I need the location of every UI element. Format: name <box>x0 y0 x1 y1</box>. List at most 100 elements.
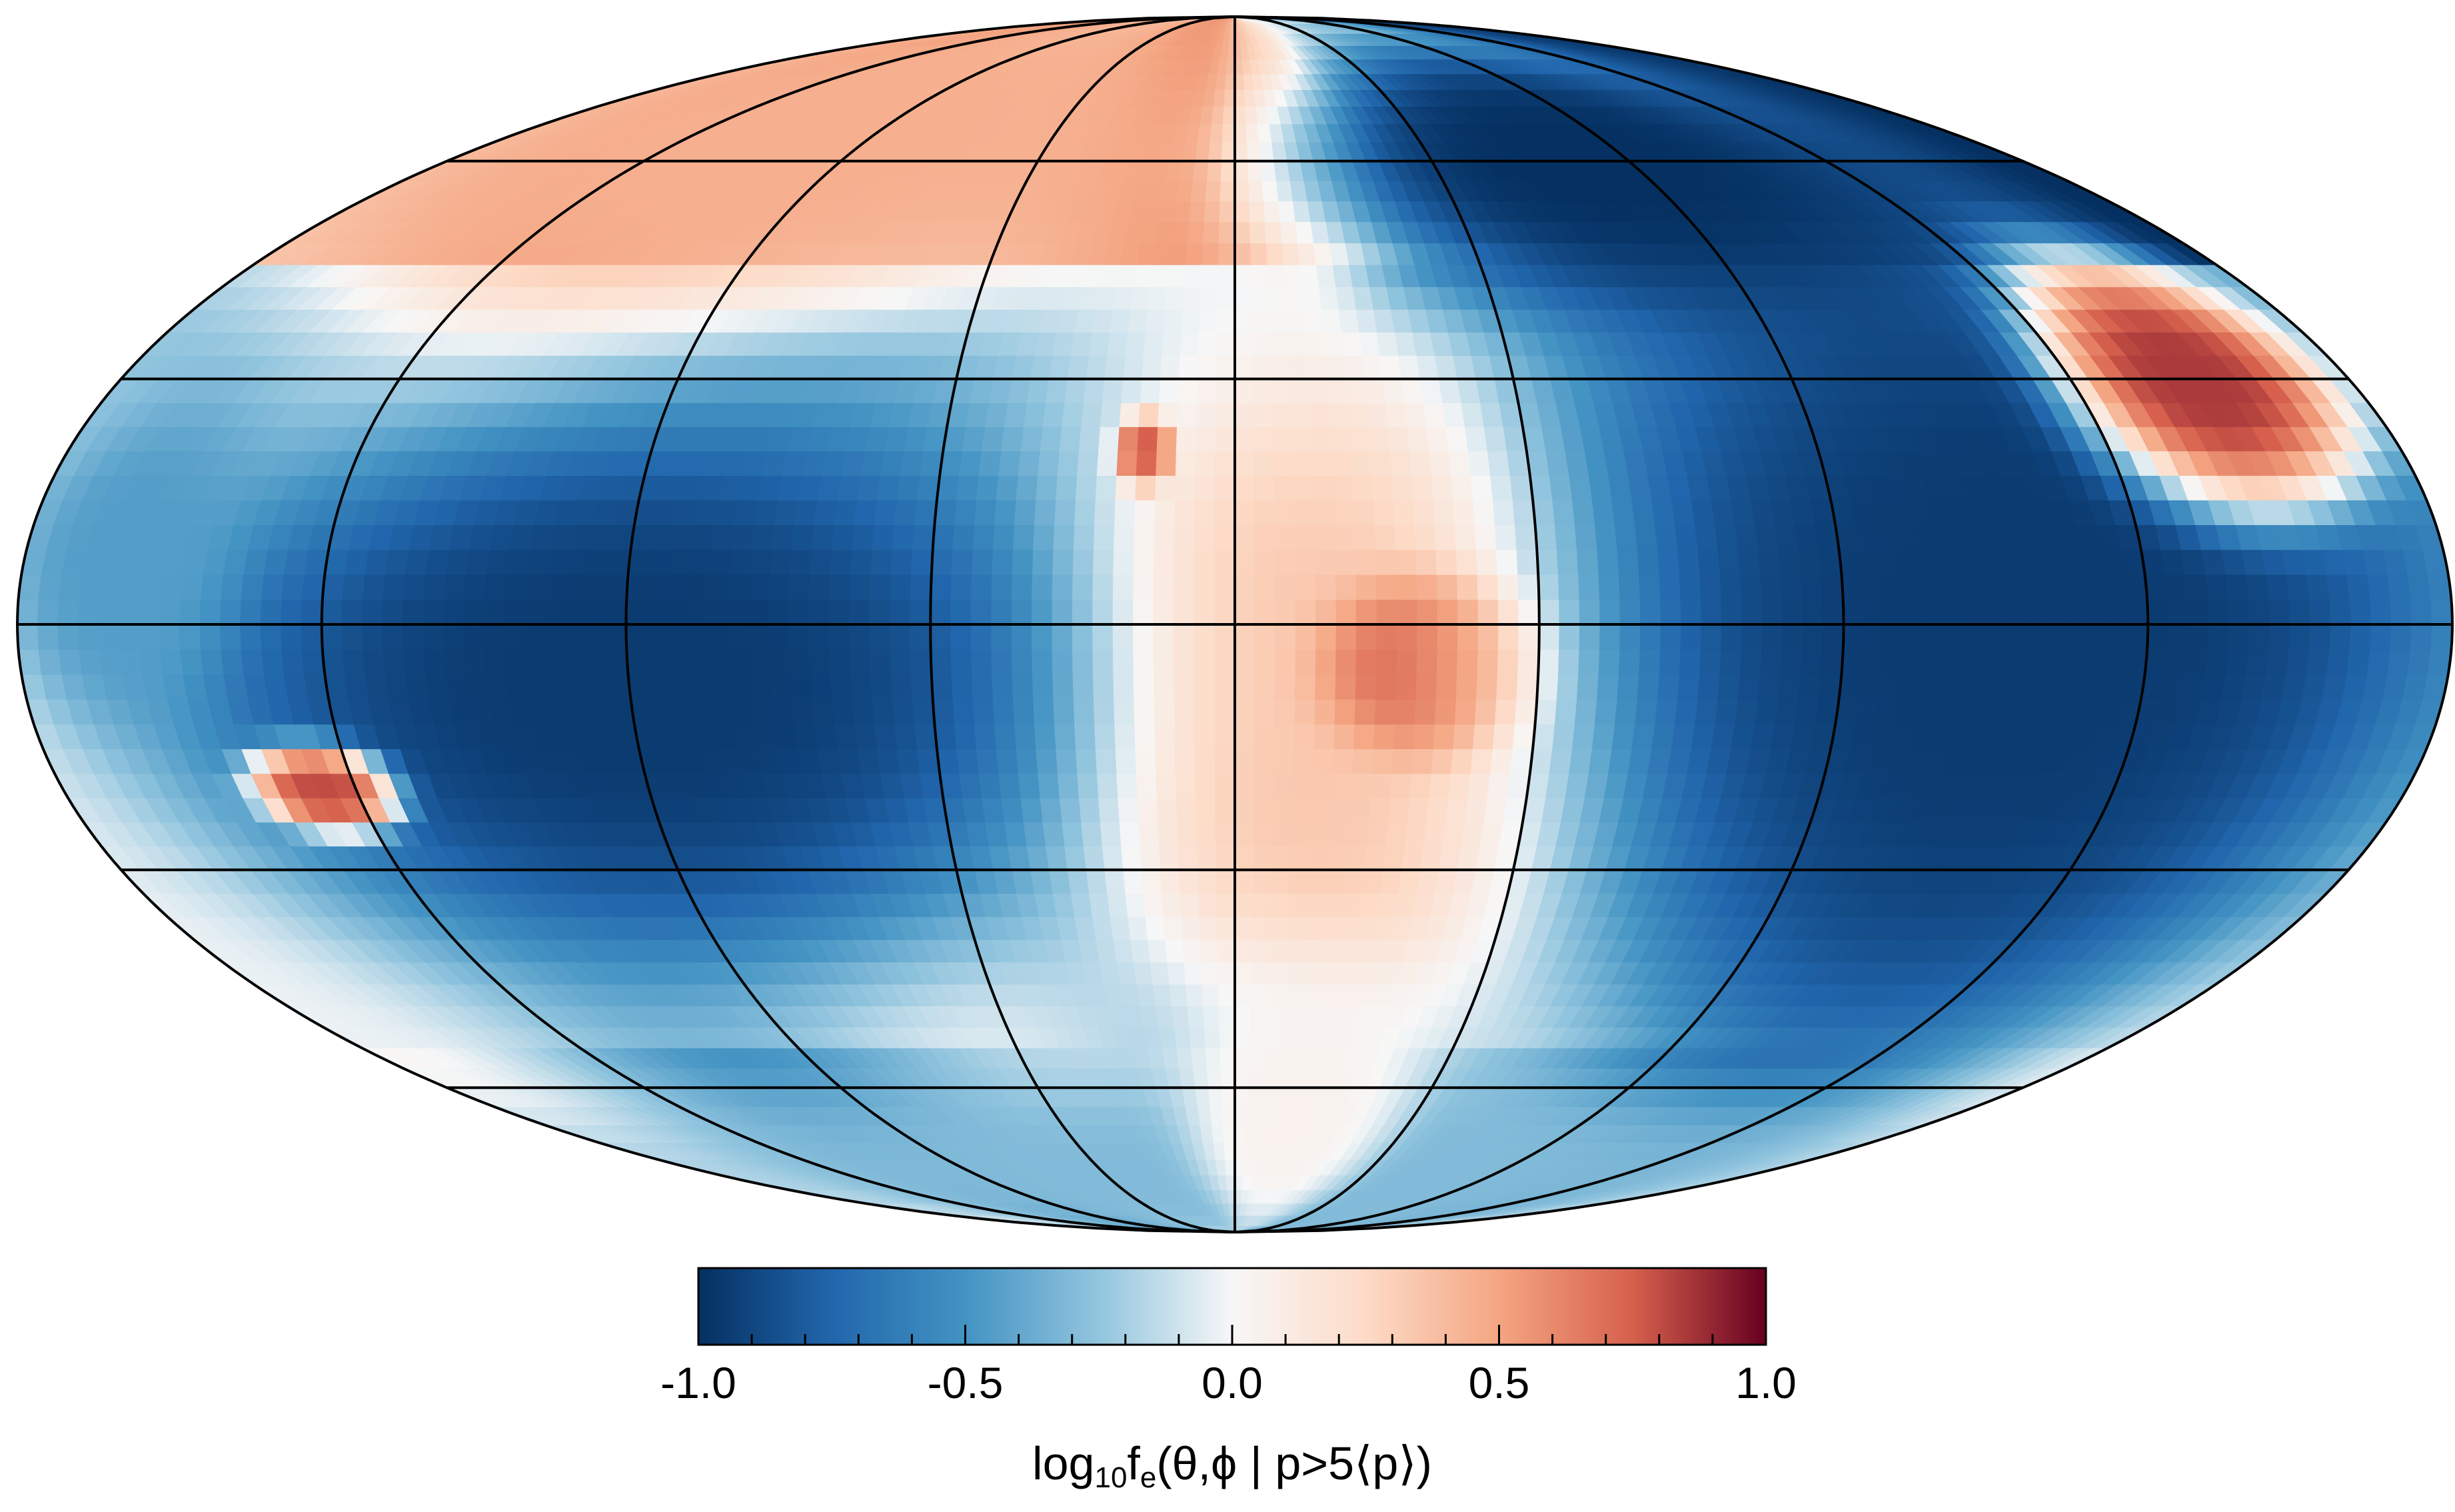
map-cell <box>1467 450 1491 476</box>
map-cell <box>972 524 996 550</box>
map-cell <box>1899 549 1923 575</box>
map-cell <box>341 598 364 625</box>
map-cell <box>1136 984 1157 1007</box>
map-cell <box>1283 962 1303 985</box>
map-cell <box>1234 698 1255 725</box>
map-cell <box>1271 378 1292 403</box>
map-cell <box>1216 869 1235 894</box>
map-cell <box>1497 624 1519 650</box>
map-cell <box>1083 378 1106 403</box>
map-cell <box>1253 846 1273 871</box>
map-cell <box>1064 378 1087 403</box>
map-cell <box>688 674 712 700</box>
map-cell <box>422 598 445 625</box>
map-cell <box>1335 624 1357 650</box>
map-cell <box>1680 598 1702 625</box>
map-cell <box>1253 450 1275 476</box>
map-cell <box>1214 549 1235 575</box>
map-cell <box>666 648 690 675</box>
map-cell <box>1287 893 1308 918</box>
map-cell <box>1464 797 1489 823</box>
map-cell <box>1001 797 1024 823</box>
map-cell <box>707 648 730 675</box>
map-cell <box>910 674 934 700</box>
map-cell <box>1215 1158 1227 1175</box>
map-cell <box>2040 674 2064 700</box>
map-cell <box>1396 624 1418 650</box>
map-cell <box>1234 962 1252 985</box>
map-cell <box>1234 355 1254 380</box>
map-cell <box>1174 524 1196 550</box>
map-cell <box>2268 624 2291 650</box>
map-cell <box>2248 598 2270 625</box>
map-cell <box>1153 549 1175 575</box>
map-cell <box>322 648 346 675</box>
map-cell <box>1234 1141 1246 1160</box>
map-cell <box>1053 524 1076 550</box>
map-cell <box>1637 674 1660 700</box>
map-cell <box>1318 939 1339 963</box>
map-cell <box>1536 674 1559 700</box>
map-cell <box>442 598 465 625</box>
map-cell <box>1092 916 1114 940</box>
map-cell <box>1477 574 1499 600</box>
map-cell <box>2065 624 2088 650</box>
map-cell <box>1327 378 1349 403</box>
map-cell <box>794 723 818 750</box>
map-cell <box>1216 893 1235 918</box>
map-cell <box>1092 549 1115 575</box>
map-cell <box>58 648 83 675</box>
map-cell <box>1096 450 1119 476</box>
map-cell <box>1375 574 1398 600</box>
map-cell <box>2019 549 2045 575</box>
map-cell <box>956 474 980 500</box>
map-cell <box>686 574 710 600</box>
map-cell <box>1962 648 1986 675</box>
map-cell <box>1780 648 1803 675</box>
map-cell <box>774 723 798 750</box>
map-cell <box>1121 846 1143 871</box>
map-cell <box>1939 549 1964 575</box>
map-cell <box>1343 869 1365 894</box>
map-cell <box>1335 648 1357 675</box>
map-cell <box>1269 331 1290 356</box>
map-cell <box>1234 574 1256 600</box>
map-cell <box>1631 499 1656 526</box>
map-cell <box>1426 797 1449 823</box>
map-cell <box>1291 426 1313 452</box>
map-cell <box>1635 524 1659 550</box>
map-cell <box>1134 524 1156 550</box>
map-cell <box>1291 402 1312 427</box>
map-cell <box>382 598 405 625</box>
map-cell <box>2407 574 2432 600</box>
map-cell <box>1863 624 1885 650</box>
map-cell <box>1273 748 1295 774</box>
map-cell <box>1313 723 1335 750</box>
map-cell <box>1194 474 1216 500</box>
map-cell <box>788 598 810 625</box>
map-cell <box>402 598 424 625</box>
map-cell <box>970 648 993 675</box>
map-cell <box>1234 331 1253 356</box>
map-cell <box>2286 648 2310 675</box>
map-cell <box>959 450 983 476</box>
map-cell <box>1293 723 1315 750</box>
map-cell <box>1012 549 1034 575</box>
map-cell <box>1470 474 1494 500</box>
map-cell <box>1077 450 1100 476</box>
map-cell <box>1174 674 1196 700</box>
map-cell <box>1657 549 1681 575</box>
map-cell <box>1389 772 1413 798</box>
map-cell <box>1717 549 1741 575</box>
map-cell <box>730 524 755 550</box>
map-cell <box>1802 624 1824 650</box>
map-cell <box>998 772 1022 798</box>
map-cell <box>1457 598 1479 625</box>
map-cell <box>848 624 871 650</box>
map-cell <box>1309 822 1331 847</box>
map-cell <box>1429 450 1452 476</box>
map-cell <box>1112 624 1134 650</box>
map-cell <box>1036 474 1058 500</box>
map-cell <box>1311 426 1333 452</box>
map-cell <box>1011 648 1034 675</box>
